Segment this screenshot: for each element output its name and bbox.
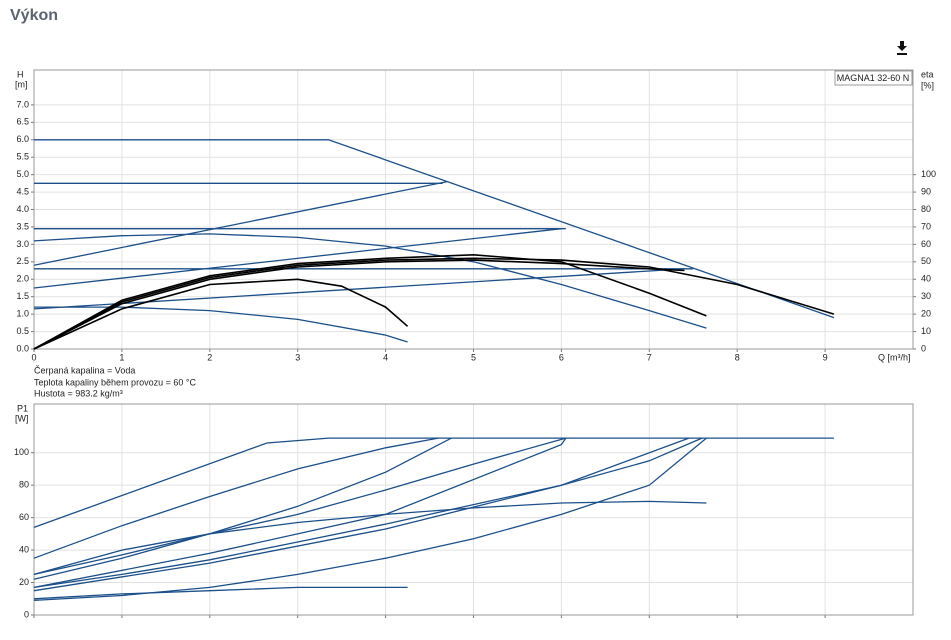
- x-tick-label: 6: [559, 352, 564, 362]
- curve: [33, 437, 703, 589]
- y-axis-unit: [W]: [15, 413, 29, 423]
- note: Hustota = 983.2 kg/m³: [34, 388, 123, 398]
- y2-tick-label: 20: [921, 309, 931, 319]
- note: Teplota kapaliny během provozu = 60 °C: [34, 377, 196, 387]
- y-axis-unit: [m]: [15, 79, 28, 89]
- y-tick-label: 1.5: [16, 291, 29, 301]
- y-tick-label: 6.5: [16, 117, 29, 127]
- curve: [33, 180, 448, 266]
- y-tick-label: 3.5: [16, 221, 29, 231]
- curve: [33, 253, 707, 350]
- x-tick-label: 8: [735, 352, 740, 362]
- plot-frame: [33, 403, 914, 616]
- curve: [33, 586, 408, 600]
- heading: Výkon: [10, 7, 58, 24]
- download-icon[interactable]: [897, 41, 907, 55]
- x-tick-label: 5: [471, 352, 476, 362]
- y-tick-label: 2.0: [16, 274, 29, 284]
- plot-frame: [33, 69, 914, 350]
- y-tick-label: 1.0: [16, 309, 29, 319]
- y2-tick-label: 0: [921, 343, 926, 353]
- curve: [33, 278, 409, 350]
- curve: [33, 437, 707, 602]
- y-tick-label: 100: [14, 447, 29, 457]
- curve: [33, 228, 562, 289]
- download-button[interactable]: [894, 38, 912, 56]
- y-tick-label: 5.5: [16, 152, 29, 162]
- curve: [34, 306, 408, 343]
- y2-tick-label: 60: [921, 239, 931, 249]
- x-tick-label: 3: [295, 352, 300, 362]
- y2-tick-label: 70: [921, 221, 931, 231]
- y2-axis-label: eta: [921, 69, 934, 79]
- y2-tick-label: 90: [921, 186, 931, 196]
- y-tick-label: 0.0: [16, 343, 29, 353]
- curve: [33, 500, 707, 576]
- curve: [33, 257, 835, 350]
- y-tick-label: 3.0: [16, 239, 29, 249]
- y2-tick-label: 80: [921, 204, 931, 214]
- curve: [34, 139, 835, 319]
- curve: [33, 437, 452, 580]
- y2-tick-label: 30: [921, 291, 931, 301]
- curve: [33, 268, 685, 310]
- legend-box: [834, 70, 913, 86]
- x-tick-label: 2: [207, 352, 212, 362]
- x-tick-label: 4: [383, 352, 388, 362]
- y-tick-label: 80: [19, 480, 29, 490]
- y2-axis-unit: [%]: [921, 80, 934, 90]
- y-tick-label: 5.0: [16, 169, 29, 179]
- x-tick-label: 0: [31, 352, 36, 362]
- y-tick-label: 4.5: [16, 186, 29, 196]
- y-tick-label: 60: [19, 512, 29, 522]
- y2-tick-label: 100: [921, 169, 936, 179]
- legend-text: MAGNA1 32-60 N: [837, 73, 910, 83]
- curve: [33, 437, 566, 576]
- x-axis-label: Q [m³/h]: [878, 352, 911, 362]
- x-tick-label: 7: [647, 352, 652, 362]
- y-tick-label: 2.5: [16, 256, 29, 266]
- y2-tick-label: 10: [921, 326, 931, 336]
- y-tick-label: 6.0: [16, 134, 29, 144]
- x-tick-label: 1: [119, 352, 124, 362]
- curve: [33, 437, 690, 592]
- y-axis-label: P1: [17, 403, 28, 413]
- x-tick-label: 9: [823, 352, 828, 362]
- y-axis-label: H: [17, 69, 24, 79]
- y-tick-label: 20: [19, 577, 29, 587]
- y-tick-label: 7.0: [16, 99, 29, 109]
- y-tick-label: 40: [19, 544, 29, 554]
- y2-tick-label: 40: [921, 274, 931, 284]
- y-tick-label: 0: [24, 609, 29, 619]
- curve: [33, 437, 439, 559]
- curve: [33, 233, 707, 329]
- y-tick-label: 4.0: [16, 204, 29, 214]
- y-tick-label: 0.5: [16, 326, 29, 336]
- note: Čerpaná kapalina = Voda: [34, 365, 135, 375]
- curve: [33, 437, 834, 529]
- y2-tick-label: 50: [921, 256, 931, 266]
- curve: [33, 259, 685, 350]
